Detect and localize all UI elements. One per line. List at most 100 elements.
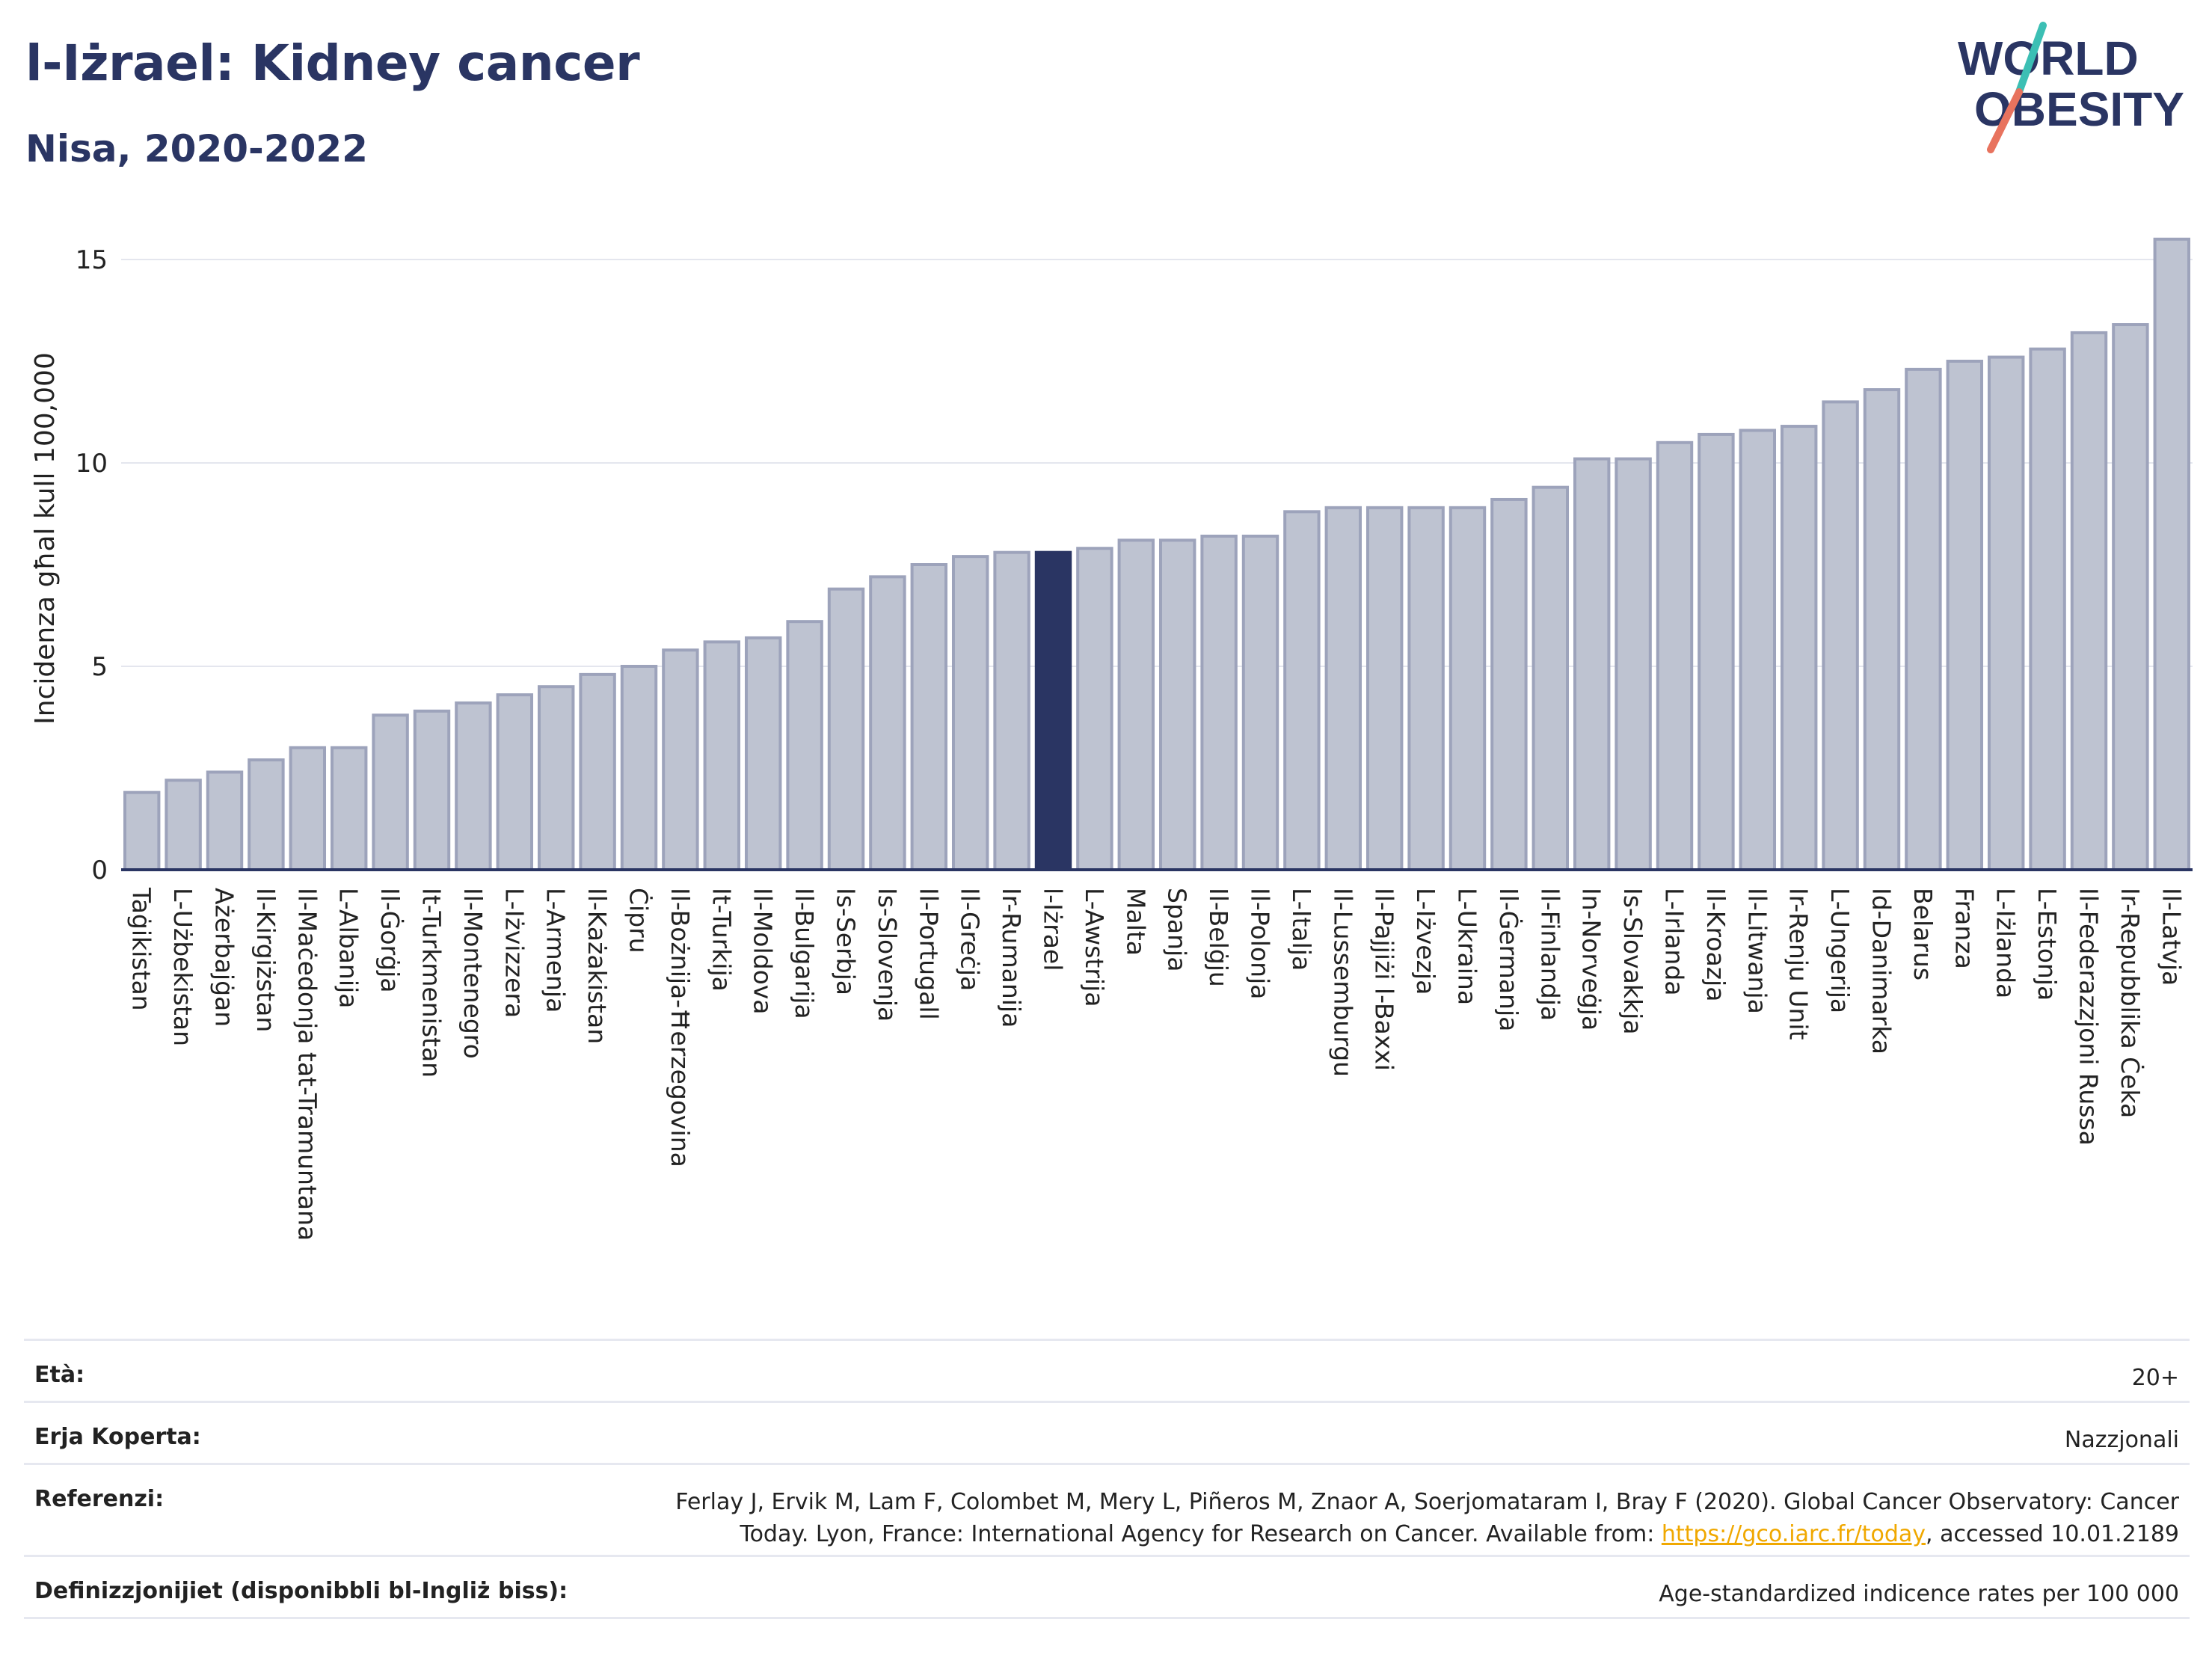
info-row-references: Referenzi: Ferlay J, Ervik M, Lam F, Col… bbox=[24, 1465, 2190, 1557]
logo-teal-slash bbox=[2015, 22, 2047, 96]
x-tick-label: Il-Pajjiżi l-Baxxi bbox=[1370, 888, 1399, 1071]
x-tick-label: Il-Bożnija-Ħerzegovina bbox=[666, 888, 695, 1167]
x-tick-label: Is-Serbja bbox=[832, 888, 861, 995]
x-tick-label: Il-Moldova bbox=[749, 888, 778, 1015]
bar bbox=[951, 555, 989, 871]
x-tick-label: Il-Latvja bbox=[2157, 888, 2186, 986]
bar bbox=[1615, 457, 1652, 871]
x-tick-label: Franza bbox=[1950, 888, 1979, 969]
x-tick-label: Ir-Rumanija bbox=[997, 888, 1026, 1028]
bar bbox=[2070, 331, 2108, 872]
bar bbox=[579, 672, 616, 871]
x-tick-label: L-Estonja bbox=[2033, 888, 2062, 1001]
bar bbox=[910, 563, 948, 871]
bar-layer bbox=[123, 237, 2191, 872]
x-tick-label: Id-Danimarka bbox=[1867, 888, 1896, 1054]
x-tick-label: L-Albanija bbox=[334, 888, 363, 1008]
bar bbox=[1822, 400, 1859, 871]
references-label: Referenzi: bbox=[34, 1486, 165, 1512]
bar bbox=[372, 713, 409, 872]
y-tick-label: 10 bbox=[76, 449, 108, 479]
bar bbox=[1987, 355, 2025, 871]
bar bbox=[1117, 538, 1155, 871]
bar bbox=[2112, 323, 2149, 872]
bar bbox=[1863, 388, 1901, 871]
bar bbox=[1531, 485, 1570, 871]
page-title: l-Iżrael: Kidney cancer bbox=[25, 34, 640, 92]
x-tick-label: Ażerbajġan bbox=[210, 888, 239, 1027]
bar bbox=[1780, 425, 1818, 871]
x-tick-label: Malta bbox=[1121, 888, 1150, 956]
x-tick-label: Il-Bulgarija bbox=[790, 888, 819, 1019]
x-tick-label: Il-Finlandja bbox=[1535, 888, 1564, 1021]
x-tick-label: Il-Kirgiżstan bbox=[251, 888, 280, 1032]
bar bbox=[1200, 534, 1238, 871]
y-tick-label: 15 bbox=[76, 245, 108, 275]
definitions-label: Definizzjonijiet (disponibbli bl-Ingliż … bbox=[34, 1578, 568, 1604]
bar bbox=[2029, 347, 2066, 871]
bar bbox=[1158, 538, 1196, 871]
references-line1: Ferlay J, Ervik M, Lam F, Colombet M, Me… bbox=[675, 1489, 2179, 1515]
bar bbox=[703, 640, 741, 871]
bar bbox=[496, 693, 534, 872]
x-tick-label: L-Ukraina bbox=[1453, 888, 1482, 1005]
info-table: Età: 20+ Erja Koperta: Nazzjonali Refere… bbox=[24, 1339, 2190, 1622]
x-tick-label: Il-Portugall bbox=[914, 888, 943, 1020]
bar bbox=[1448, 506, 1487, 872]
logo-coral-slash bbox=[1987, 88, 2023, 153]
x-tick-label: Il-Ġermanja bbox=[1494, 888, 1524, 1031]
page-subtitle: Nisa, 2020-2022 bbox=[25, 127, 368, 171]
bar bbox=[662, 648, 699, 871]
bar bbox=[165, 779, 202, 871]
bar bbox=[1324, 506, 1362, 872]
age-value: 20+ bbox=[2131, 1365, 2179, 1391]
x-tick-label: L-Italja bbox=[1287, 888, 1316, 971]
bar bbox=[1407, 506, 1445, 872]
bar bbox=[2153, 237, 2191, 871]
axis-layer: 0 5 10 15 Taġikistan L-Użbekistan Ażerbajġan Il… bbox=[76, 245, 2193, 1241]
x-tick-label: Il-Belġju bbox=[1204, 888, 1233, 987]
x-tick-label: Ċipru bbox=[624, 888, 654, 954]
x-tick-label: Il-Każakistan bbox=[583, 888, 612, 1044]
x-tick-label: Ir-Repubblika Ċeka bbox=[2116, 888, 2145, 1118]
x-tick-label: Il-Kroazja bbox=[1701, 888, 1730, 1001]
y-axis-label: Incidenza għal kull 100,000 bbox=[30, 352, 61, 725]
x-tick-label: Il-Polonja bbox=[1246, 888, 1275, 999]
definitions-value: Age-standardized indicence rates per 100… bbox=[1659, 1581, 2179, 1607]
bar bbox=[123, 790, 161, 872]
x-tick-label: Il-Federazzjoni Russa bbox=[2074, 888, 2104, 1146]
bar bbox=[413, 709, 451, 872]
references-line2-post: , accessed 10.01.2189 bbox=[1926, 1521, 2179, 1547]
x-tick-label: L-Armenja bbox=[541, 888, 571, 1013]
bar bbox=[537, 685, 575, 872]
x-tick-label: L-Ungerija bbox=[1825, 888, 1855, 1013]
bar bbox=[248, 758, 285, 871]
x-tick-label: Il-Montenegro bbox=[458, 888, 488, 1059]
x-tick-label: l-Iżrael bbox=[1039, 888, 1068, 971]
world-obesity-logo: WORLD OBESITY bbox=[1958, 22, 2184, 153]
x-tick-label: In-Norveġja bbox=[1577, 888, 1606, 1031]
bar bbox=[620, 665, 658, 871]
x-tick-label: L-Iżlanda bbox=[1991, 888, 2021, 998]
bar bbox=[455, 701, 492, 872]
bar bbox=[1656, 440, 1694, 871]
coverage-label: Erja Koperta: bbox=[34, 1424, 201, 1450]
logo-line1: WORLD bbox=[1958, 31, 2139, 85]
x-tick-label: L-Awstrija bbox=[1080, 888, 1109, 1007]
x-tick-label: Is-Slovenja bbox=[873, 888, 902, 1022]
x-tick-label: It-Turkija bbox=[707, 888, 736, 992]
x-tick-label: Il-Maċedonja tat-Tramuntana bbox=[292, 888, 322, 1241]
references-link[interactable]: https://gco.iarc.fr/today bbox=[1661, 1521, 1926, 1547]
y-tick-label: 0 bbox=[91, 856, 108, 885]
bar bbox=[289, 746, 327, 871]
x-tick-label: L-Iżvezja bbox=[1411, 888, 1440, 995]
bar-highlight bbox=[1034, 550, 1072, 871]
bar bbox=[1283, 510, 1321, 872]
bar bbox=[1490, 497, 1528, 872]
info-row-definitions: Definizzjonijiet (disponibbli bl-Ingliż … bbox=[24, 1557, 2190, 1619]
info-row-age: Età: 20+ bbox=[24, 1341, 2190, 1403]
references-value: Ferlay J, Ervik M, Lam F, Colombet M, Me… bbox=[675, 1486, 2179, 1550]
x-tick-label: Is-Slovakkja bbox=[1618, 888, 1647, 1035]
bar bbox=[1076, 547, 1113, 871]
coverage-value: Nazzjonali bbox=[2064, 1427, 2179, 1453]
